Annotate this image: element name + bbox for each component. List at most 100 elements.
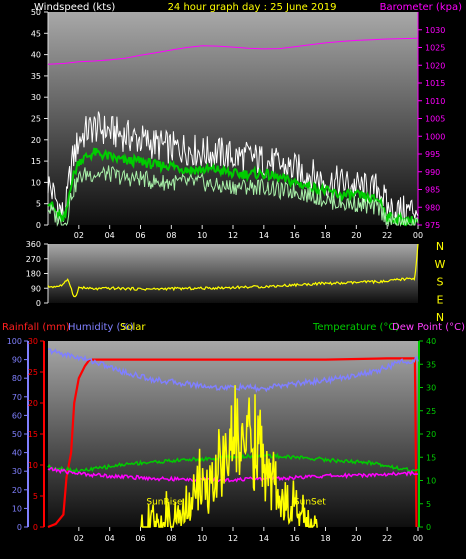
weather-x-tick-label: 00 (413, 534, 423, 543)
series-humidity (47, 348, 419, 394)
wind-y-tick-label: 50 (31, 8, 41, 17)
baro-y-tick-label: 1000 (425, 132, 445, 141)
series-dewpoint (47, 466, 419, 484)
solar-axis-label: Solar (120, 322, 146, 333)
weather-x-tick-label: 08 (166, 534, 176, 543)
labels: 24 hour graph day : 25 June 2019 Windspe… (2, 2, 465, 543)
wind-y-tick-label: 25 (31, 115, 41, 124)
wind-x-tick-label: 16 (290, 231, 300, 240)
humidity-y-tick-label: 10 (12, 504, 22, 513)
temp-y-tick-label: 30 (426, 384, 436, 393)
dir-y-tick-label: 270 (26, 255, 41, 264)
windspeed-axis-label: Windspeed (kts) (34, 2, 115, 13)
wind-y-tick-label: 20 (31, 136, 41, 145)
rain-y-tick-label: 5 (33, 492, 38, 501)
humidity-y-tick-label: 100 (7, 337, 22, 346)
weather-x-tick-label: 12 (228, 534, 238, 543)
series-solar (140, 385, 318, 528)
temp-y-tick-label: 25 (426, 407, 436, 416)
compass-label: E (437, 293, 444, 306)
humidity-y-tick-label: 90 (12, 356, 22, 365)
dewpoint-axis-label: Dew Point (°C) (392, 322, 465, 333)
wind-y-tick-label: 45 (31, 29, 41, 38)
wind-x-tick-label: 14 (259, 231, 269, 240)
wind-y-tick-label: 10 (31, 178, 41, 187)
series (47, 37, 419, 529)
humidity-y-tick-label: 30 (12, 467, 22, 476)
dir-y-tick-label: 360 (26, 240, 41, 249)
rain-y-tick-label: 0 (33, 523, 38, 532)
temp-y-tick-label: 10 (426, 477, 436, 486)
wind-x-tick-label: 08 (166, 231, 176, 240)
dir-y-tick-label: 180 (26, 270, 41, 279)
rain-y-tick-label: 15 (28, 430, 38, 439)
humidity-y-tick-label: 60 (12, 411, 22, 420)
weather-x-tick-label: 14 (259, 534, 269, 543)
axes (24, 11, 423, 531)
humidity-y-tick-label: 40 (12, 449, 22, 458)
baro-y-tick-label: 995 (425, 150, 440, 159)
compass-label: N (436, 311, 444, 324)
humidity-axis-label: Humidity (%) (68, 322, 134, 333)
wind-y-tick-label: 30 (31, 93, 41, 102)
plot-area-3 (48, 341, 418, 527)
temp-y-tick-label: 20 (426, 430, 436, 439)
baro-y-tick-label: 1010 (425, 97, 445, 106)
wind-x-tick-label: 06 (135, 231, 145, 240)
baro-y-tick-label: 990 (425, 168, 440, 177)
weather-x-tick-label: 22 (382, 534, 392, 543)
wind-y-tick-label: 0 (36, 221, 41, 230)
temp-y-tick-label: 15 (426, 453, 436, 462)
baro-y-tick-label: 980 (425, 203, 440, 212)
chart-title: 24 hour graph day : 25 June 2019 (168, 2, 337, 13)
wind-x-tick-label: 12 (228, 231, 238, 240)
weather-x-tick-label: 06 (135, 534, 145, 543)
humidity-y-tick-label: 50 (12, 430, 22, 439)
series-barometer (47, 37, 419, 65)
weather-x-tick-label: 04 (105, 534, 115, 543)
baro-y-tick-label: 1015 (425, 79, 445, 88)
baro-y-tick-label: 1025 (425, 44, 445, 53)
wind-y-tick-label: 40 (31, 51, 41, 60)
temp-y-tick-label: 40 (426, 337, 436, 346)
dir-y-tick-label: 90 (31, 284, 41, 293)
series-direction (47, 243, 419, 298)
baro-y-tick-label: 975 (425, 221, 440, 230)
temp-y-tick-label: 35 (426, 360, 436, 369)
series-avg (47, 147, 419, 227)
wind-y-tick-label: 35 (31, 72, 41, 81)
humidity-y-tick-label: 80 (12, 374, 22, 383)
baro-y-tick-label: 1030 (425, 26, 445, 35)
wind-x-tick-label: 00 (413, 231, 423, 240)
wind-x-tick-label: 20 (351, 231, 361, 240)
baro-y-tick-label: 1020 (425, 61, 445, 70)
sunrise-label: SunRise (146, 498, 183, 508)
barometer-axis-label: Barometer (kpa) (380, 2, 462, 13)
weather-x-tick-label: 10 (197, 534, 207, 543)
wind-x-tick-label: 10 (197, 231, 207, 240)
wind-x-tick-label: 18 (320, 231, 330, 240)
rain-y-tick-label: 25 (28, 368, 38, 377)
series-lull (47, 165, 419, 227)
wind-x-tick-label: 04 (105, 231, 115, 240)
rainfall-axis-label: Rainfall (mm) (2, 322, 70, 333)
wind-x-tick-label: 02 (74, 231, 84, 240)
weather-x-tick-label: 16 (290, 534, 300, 543)
rain-y-tick-label: 30 (28, 337, 38, 346)
weather-x-tick-label: 20 (351, 534, 361, 543)
rain-y-tick-label: 20 (28, 399, 38, 408)
humidity-y-tick-label: 20 (12, 486, 22, 495)
humidity-y-tick-label: 0 (17, 523, 22, 532)
wind-y-tick-label: 15 (31, 157, 41, 166)
weather-x-tick-label: 18 (320, 534, 330, 543)
series-rainfall (47, 357, 418, 529)
wind-y-tick-label: 5 (36, 200, 41, 209)
weather-x-tick-label: 02 (74, 534, 84, 543)
compass-label: S (437, 276, 444, 289)
plot-area-2 (48, 244, 418, 303)
rain-y-tick-label: 10 (28, 461, 38, 470)
baro-y-tick-label: 1005 (425, 115, 445, 124)
sunset-label: SunSet (294, 498, 326, 508)
